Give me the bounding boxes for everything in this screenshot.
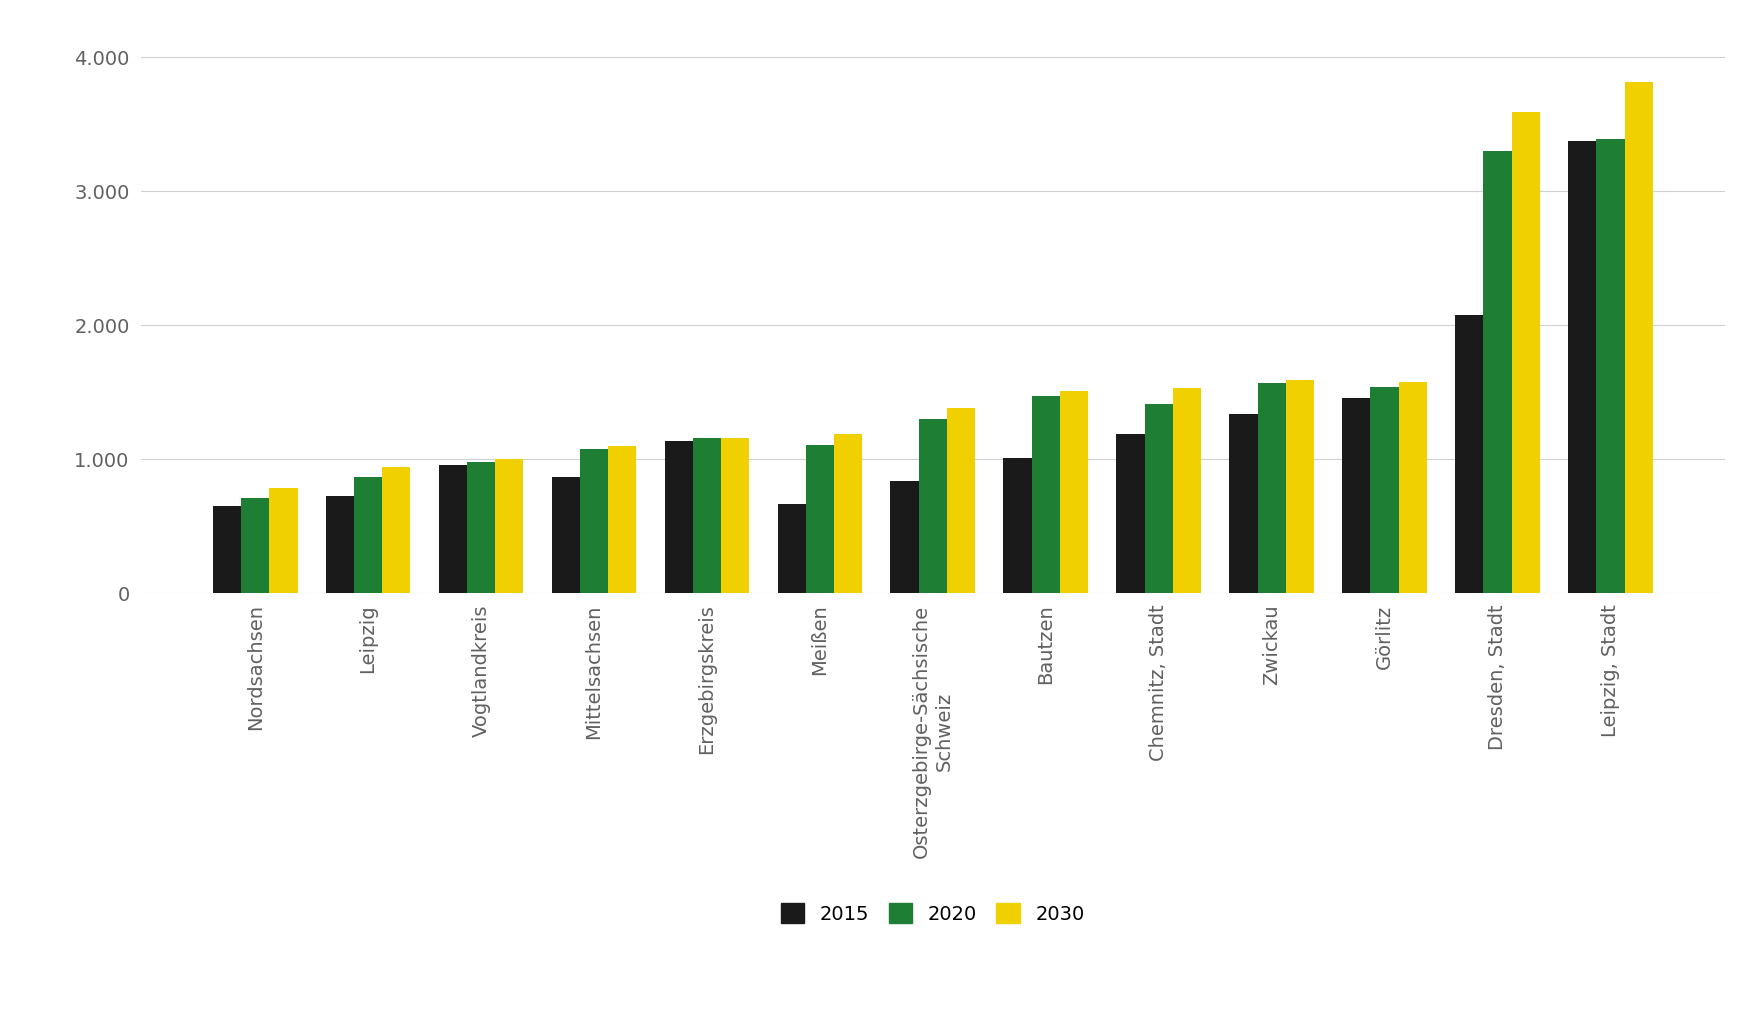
Bar <box>466 462 495 593</box>
Bar <box>1484 151 1512 593</box>
Bar <box>665 441 693 593</box>
Bar <box>495 459 523 593</box>
Bar <box>326 495 354 593</box>
Bar <box>609 446 637 593</box>
Bar <box>1596 139 1624 593</box>
Bar <box>722 438 750 593</box>
Bar <box>1456 315 1484 593</box>
Bar <box>919 419 947 593</box>
Bar <box>382 468 410 593</box>
Bar <box>1257 383 1287 593</box>
Bar <box>213 506 241 593</box>
Bar <box>806 445 834 593</box>
Bar <box>1116 434 1144 593</box>
Bar <box>1060 391 1088 593</box>
Bar <box>693 438 722 593</box>
Bar <box>1031 397 1060 593</box>
Bar <box>1399 382 1427 593</box>
Bar <box>579 449 609 593</box>
Bar <box>1228 414 1257 593</box>
Bar <box>269 488 297 593</box>
Bar <box>438 464 466 593</box>
Bar <box>1343 398 1371 593</box>
Bar <box>947 408 975 593</box>
Bar <box>1371 387 1399 593</box>
Bar <box>891 481 919 593</box>
Bar <box>1512 113 1540 593</box>
Bar <box>1172 389 1200 593</box>
Bar <box>778 503 806 593</box>
Bar <box>1568 140 1596 593</box>
Bar <box>551 477 579 593</box>
Bar <box>1144 404 1172 593</box>
Legend: 2015, 2020, 2030: 2015, 2020, 2030 <box>773 896 1093 932</box>
Bar <box>1624 82 1653 593</box>
Bar <box>354 477 382 593</box>
Bar <box>1003 458 1031 593</box>
Bar <box>1287 381 1315 593</box>
Bar <box>834 434 862 593</box>
Bar <box>241 498 269 593</box>
